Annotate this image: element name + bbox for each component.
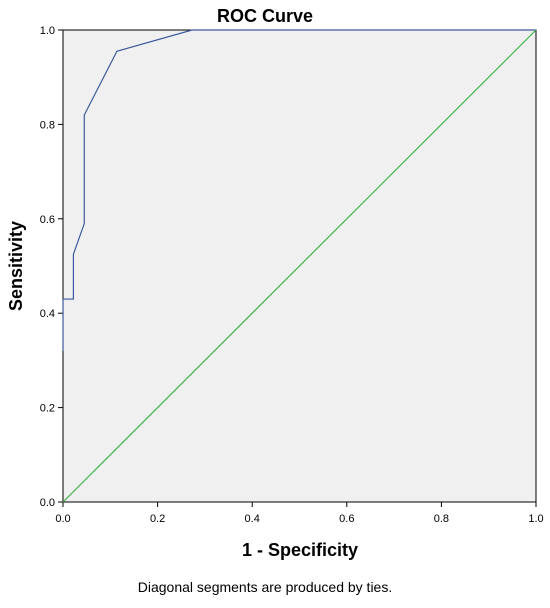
y-tick-label: 0.2 xyxy=(40,403,55,415)
roc-curve-line xyxy=(62,29,536,351)
x-tick-label: 0.2 xyxy=(150,513,165,525)
footnote: Diagonal segments are produced by ties. xyxy=(138,579,392,595)
x-tick-label: 0.8 xyxy=(434,513,449,525)
y-tick-label: 0.0 xyxy=(40,497,55,509)
x-axis-label: 1 - Specificity xyxy=(242,540,358,560)
x-tick-label: 0.0 xyxy=(55,513,70,525)
y-tick-label: 1.0 xyxy=(40,25,55,37)
x-tick-label: 1.0 xyxy=(528,513,543,525)
x-tick-label: 0.6 xyxy=(339,513,354,525)
y-axis-label: Sensitivity xyxy=(6,221,26,311)
y-axis-ticks: 0.0 0.2 0.4 0.6 0.8 1.0 xyxy=(40,25,63,509)
x-axis-ticks: 0.0 0.2 0.4 0.6 0.8 1.0 xyxy=(55,502,544,525)
y-tick-label: 0.8 xyxy=(40,119,55,131)
reference-diagonal-line xyxy=(62,29,537,503)
x-tick-label: 0.4 xyxy=(245,513,260,525)
y-tick-label: 0.4 xyxy=(40,308,55,320)
series-layer xyxy=(62,29,537,503)
y-tick-label: 0.6 xyxy=(40,214,55,226)
chart-title: ROC Curve xyxy=(217,6,313,26)
